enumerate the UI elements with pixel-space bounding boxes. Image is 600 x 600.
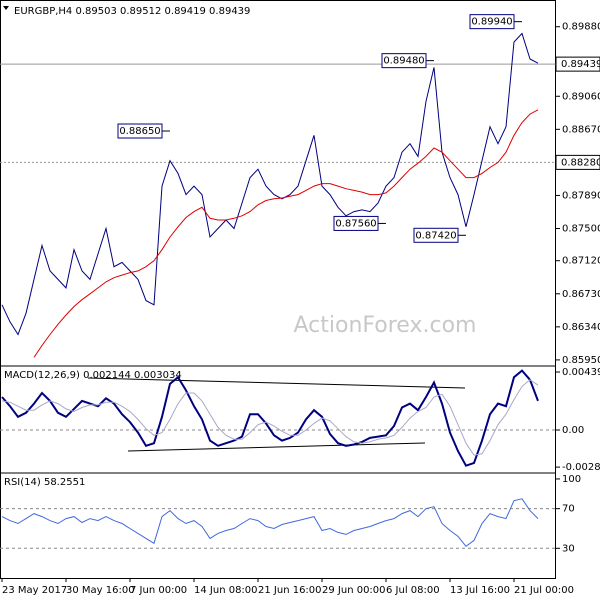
menu-arrow bbox=[3, 6, 9, 10]
y-tick-label: 0.86340 bbox=[562, 322, 600, 333]
y-tick-label: 0.00439 bbox=[562, 367, 600, 378]
trend-line bbox=[87, 377, 466, 389]
annotation-label: 0.87420 bbox=[415, 230, 456, 241]
annotation-box bbox=[117, 123, 163, 139]
x-tick-label: 14 Jun 08:00 bbox=[194, 585, 258, 596]
panel-title: RSI(14) 58.2551 bbox=[4, 477, 85, 488]
y-tick-label: 100 bbox=[562, 474, 581, 485]
annotation-box bbox=[469, 14, 515, 30]
annotation-label: 0.87560 bbox=[335, 218, 376, 229]
annotation-box bbox=[381, 53, 427, 69]
annotation-label: 0.89940 bbox=[471, 17, 512, 28]
series-line bbox=[1, 498, 539, 547]
series-line bbox=[1, 379, 539, 456]
x-tick-label: 21 Jul 00:00 bbox=[514, 585, 574, 596]
y-tick-label: 0.87500 bbox=[562, 224, 600, 235]
annotation-box bbox=[413, 227, 459, 243]
frame bbox=[0, 0, 556, 579]
y-tick-label: 70 bbox=[562, 504, 575, 515]
y-tick-label: 30 bbox=[562, 543, 575, 554]
panel-title: EURGBP,H4 0.89503 0.89512 0.89419 0.8943… bbox=[14, 6, 250, 17]
y-tick-label: 0.89060 bbox=[562, 91, 600, 102]
x-tick-label: 23 May 2017 bbox=[2, 585, 67, 596]
annotation-label: 0.88650 bbox=[119, 126, 160, 137]
price-label: 0.88280 bbox=[561, 157, 600, 168]
series-line bbox=[33, 109, 539, 358]
x-tick-label: 30 May 16:00 bbox=[66, 585, 135, 596]
y-tick-label: -0.002809 bbox=[562, 462, 600, 473]
y-tick-label: 0.87120 bbox=[562, 256, 600, 267]
y-tick-label: 0.89880 bbox=[562, 22, 600, 33]
panel-title: MACD(12,26,9) 0.002144 0.003034 bbox=[4, 370, 182, 381]
y-tick-label: 0.00 bbox=[562, 425, 584, 436]
price-label: 0.89439 bbox=[561, 59, 600, 70]
watermark: ActionForex.com bbox=[294, 313, 477, 338]
y-tick-label: 0.88670 bbox=[562, 124, 600, 135]
y-tick-label: 0.85950 bbox=[562, 355, 600, 366]
x-tick-label: 21 Jun 16:00 bbox=[258, 585, 322, 596]
x-tick-label: 13 Jul 16:00 bbox=[450, 585, 510, 596]
x-tick-label: 7 Jun 00:00 bbox=[130, 585, 187, 596]
y-tick-label: 0.86730 bbox=[562, 289, 600, 300]
price-label-box bbox=[555, 154, 600, 170]
trend-line bbox=[127, 442, 426, 452]
y-tick-label: 0.87890 bbox=[562, 190, 600, 201]
annotation-label: 0.89480 bbox=[383, 56, 424, 67]
annotation-box bbox=[333, 215, 379, 231]
price-label-box bbox=[555, 56, 600, 72]
x-tick-label: 29 Jun 00:00 bbox=[322, 585, 386, 596]
x-tick-label: 6 Jul 08:00 bbox=[386, 585, 440, 596]
series-line bbox=[1, 32, 539, 336]
series-line bbox=[1, 369, 539, 467]
